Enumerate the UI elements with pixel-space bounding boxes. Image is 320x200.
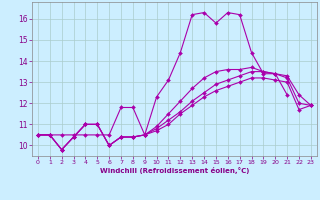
X-axis label: Windchill (Refroidissement éolien,°C): Windchill (Refroidissement éolien,°C) xyxy=(100,167,249,174)
